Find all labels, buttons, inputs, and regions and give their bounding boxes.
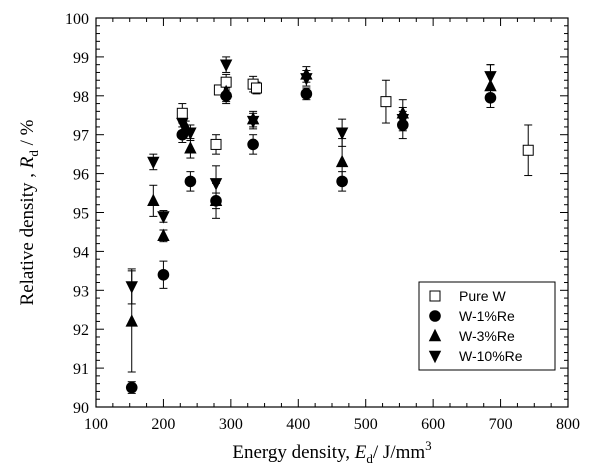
x-tick-label: 100: [84, 416, 108, 433]
point-w-1-re: [184, 175, 197, 188]
point-w-10-re: [300, 73, 313, 86]
axes: [95, 17, 569, 408]
legend-marker-w-1-re: [429, 310, 441, 322]
legend-label-w-3-re: W-3%Re: [459, 328, 515, 344]
point-w-1-re: [300, 88, 313, 100]
point-w-10-re: [184, 127, 197, 140]
legend-label-w-1-re: W-1%Re: [459, 308, 515, 324]
x-tick-label: 500: [354, 416, 378, 433]
x-tick-label: 700: [489, 416, 513, 433]
y-tick-label: 98: [73, 89, 89, 106]
x-tick-label: 800: [556, 416, 580, 433]
point-w-3-re: [184, 141, 197, 154]
point-w-10-re: [219, 59, 233, 72]
point-w-1-re: [336, 175, 348, 188]
point-w-10-re: [157, 211, 170, 224]
legend-marker-w-3-re: [428, 328, 442, 342]
point-w-10-re: [125, 281, 138, 294]
point-w-1-re: [157, 268, 170, 281]
point-w-3-re: [147, 193, 160, 207]
y-tick-label: 97: [73, 128, 89, 145]
y-tick-label: 91: [73, 361, 89, 378]
x-tick-label: 300: [219, 416, 243, 433]
x-tick-label: 600: [421, 416, 445, 433]
point-pure-w: [250, 82, 262, 94]
legend-label-pure-w: Pure W: [459, 288, 506, 304]
y-tick-label: 99: [73, 50, 89, 67]
y-tick-label: 96: [73, 167, 89, 184]
y-tick-label: 93: [73, 283, 89, 300]
point-w-10-re: [484, 71, 497, 84]
point-w-10-re: [246, 115, 260, 129]
x-tick-label: 400: [286, 416, 310, 433]
point-w-1-re: [484, 91, 497, 104]
point-w-10-re: [147, 156, 160, 170]
point-pure-w: [380, 96, 392, 108]
point-w-10-re: [176, 117, 189, 131]
y-tick-label: 94: [73, 244, 89, 261]
point-w-1-re: [125, 381, 138, 394]
point-w-3-re: [219, 84, 233, 98]
y-tick-label: 100: [65, 11, 89, 28]
point-w-3-re: [125, 314, 138, 327]
y-tick-label: 95: [73, 206, 89, 223]
y-tick-label: 92: [73, 322, 89, 339]
point-w-10-re: [396, 113, 409, 127]
point-pure-w: [522, 144, 534, 156]
point-pure-w: [210, 138, 222, 150]
y-tick-label: 90: [73, 400, 89, 417]
y-axis-title: Relative density , Rd / %: [17, 119, 41, 305]
point-w-3-re: [157, 228, 170, 242]
tick-labels: 100 200 300 400 500 600 700 800 90 91 92 93 94 95 96 97…: [65, 11, 580, 433]
point-w-3-re: [335, 154, 349, 168]
legend-marker-pure-w: [429, 290, 441, 302]
legend-label-w-10-re: W-10%Re: [459, 348, 523, 364]
point-w-3-re: [484, 78, 497, 92]
point-w-10-re: [209, 178, 223, 191]
x-axis-title: Energy density, Ed/ J/mm3: [232, 438, 431, 466]
x-tick-label: 200: [151, 416, 175, 433]
legend: Pure W W-1%Re W-3%Re W-10%Re: [418, 281, 556, 371]
point-w-3-re: [209, 193, 223, 207]
data-markers: [125, 59, 534, 394]
point-w-10-re: [335, 127, 349, 140]
point-w-1-re: [247, 138, 259, 151]
point-pure-w: [176, 107, 188, 119]
legend-marker-w-10-re: [428, 350, 442, 364]
legend-box: [418, 281, 556, 371]
